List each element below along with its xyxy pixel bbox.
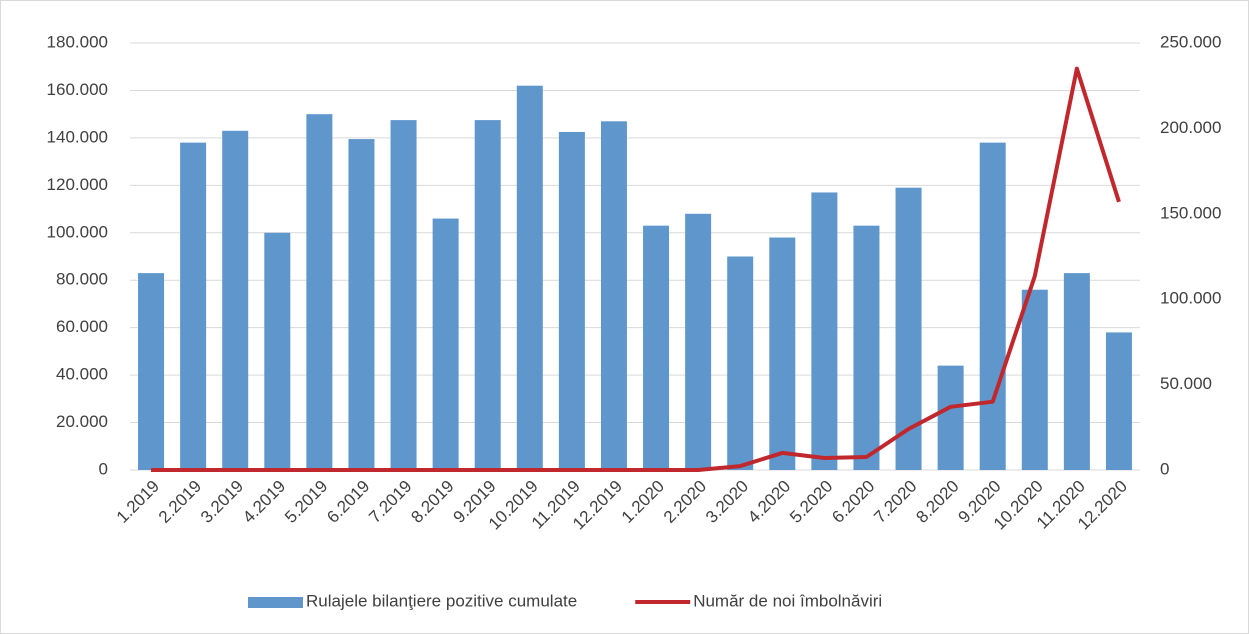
legend-swatch <box>248 597 303 608</box>
y2-tick-label: 0 <box>1160 459 1169 478</box>
y-tick-label: 160.000 <box>47 80 108 99</box>
bar <box>769 237 796 470</box>
bar <box>643 225 670 470</box>
bar <box>306 114 333 471</box>
bar <box>432 218 459 470</box>
bar <box>1021 289 1048 470</box>
bar <box>222 130 249 470</box>
y-tick-label: 0 <box>99 459 108 478</box>
y-tick-label: 180.000 <box>47 32 108 51</box>
bar <box>727 256 754 470</box>
bar <box>390 120 417 470</box>
bar <box>264 232 291 470</box>
bar <box>180 142 207 470</box>
legend-label: Număr de noi îmbolnăviri <box>693 591 882 610</box>
bar <box>600 121 627 471</box>
bar <box>474 120 501 470</box>
y-tick-label: 100.000 <box>47 222 108 241</box>
y2-tick-label: 100.000 <box>1160 289 1221 308</box>
bar <box>853 225 880 470</box>
y-tick-label: 60.000 <box>56 317 108 336</box>
y2-tick-label: 50.000 <box>1160 374 1212 393</box>
bar <box>811 192 838 470</box>
legend-label: Rulajele bilanţiere pozitive cumulate <box>306 591 577 610</box>
bar <box>1105 332 1132 470</box>
line <box>151 66 1121 472</box>
y-tick-label: 80.000 <box>56 270 108 289</box>
bar <box>138 273 165 470</box>
bar <box>558 131 585 471</box>
bar <box>516 85 543 470</box>
y2-tick-label: 250.000 <box>1160 32 1221 51</box>
bar <box>1063 273 1090 470</box>
y2-tick-label: 150.000 <box>1160 203 1221 222</box>
y2-tick-label: 200.000 <box>1160 118 1221 137</box>
bar <box>348 139 375 470</box>
y-tick-label: 20.000 <box>56 412 108 431</box>
y-tick-label: 40.000 <box>56 365 108 384</box>
y-tick-label: 140.000 <box>47 127 108 146</box>
bar <box>685 213 712 471</box>
bar <box>979 142 1006 470</box>
y-tick-label: 120.000 <box>47 175 108 194</box>
bar <box>937 365 964 470</box>
